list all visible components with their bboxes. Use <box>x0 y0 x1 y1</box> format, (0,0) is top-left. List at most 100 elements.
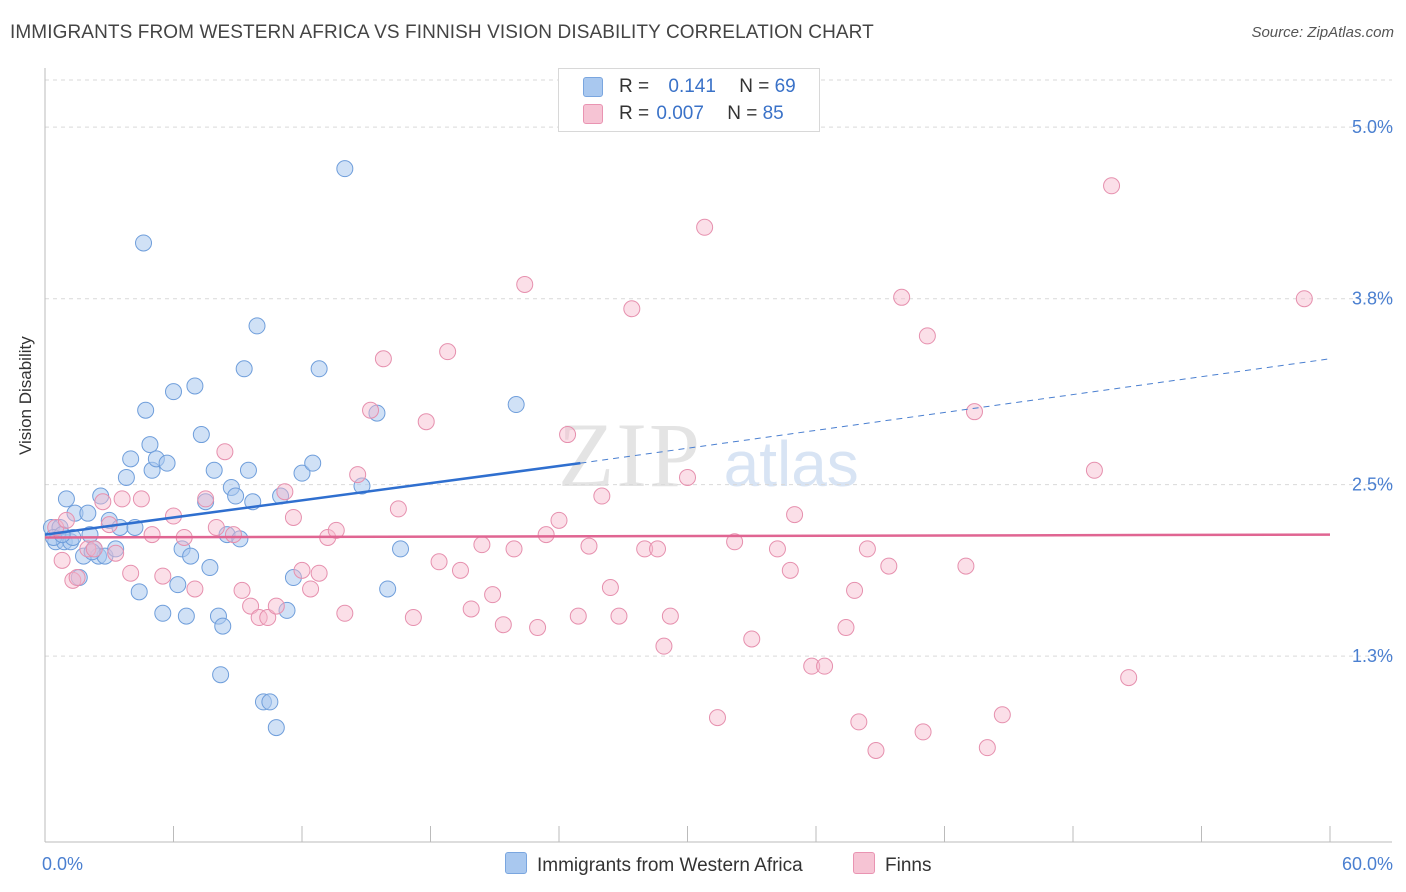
watermark-zip: ZIP <box>558 404 699 506</box>
point-western-africa <box>182 547 200 565</box>
point-finns <box>494 616 512 634</box>
point-finns <box>310 564 328 582</box>
point-finns <box>850 713 868 731</box>
point-finns <box>197 490 215 508</box>
point-western-africa <box>107 540 125 558</box>
point-finns <box>302 580 320 598</box>
point-western-africa <box>235 360 253 378</box>
point-western-africa <box>192 426 210 444</box>
point-finns <box>85 540 103 558</box>
point-finns <box>846 581 864 599</box>
legend-swatch-blue <box>583 77 603 97</box>
legend-n-value-series1: 69 <box>774 76 796 97</box>
point-finns <box>993 706 1011 724</box>
point-finns <box>516 275 534 293</box>
data-points <box>42 160 1313 760</box>
point-finns <box>259 609 277 627</box>
point-western-africa <box>169 576 187 594</box>
point-finns <box>837 619 855 637</box>
x-tick-label: 60.0% <box>1342 854 1393 874</box>
point-finns <box>867 742 885 760</box>
point-finns <box>284 508 302 526</box>
point-western-africa <box>79 504 97 522</box>
point-finns <box>743 630 761 648</box>
legend-swatch-pink <box>583 104 603 124</box>
point-finns <box>610 607 628 625</box>
legend-r-value-series2: 0.007 <box>656 103 704 124</box>
bottom-legend-series2: Finns <box>853 852 931 877</box>
point-western-africa <box>177 607 195 625</box>
point-finns <box>68 569 86 587</box>
axes <box>44 68 1392 843</box>
point-western-africa <box>278 601 296 619</box>
legend-n-value-series2: 85 <box>762 103 784 124</box>
point-finns <box>559 426 577 444</box>
point-finns <box>661 607 679 625</box>
point-finns <box>696 218 714 236</box>
point-finns <box>349 466 367 484</box>
point-finns <box>580 537 598 555</box>
point-finns <box>154 567 172 585</box>
bottom-legend-series1: Immigrants from Western Africa <box>505 852 803 877</box>
point-finns <box>708 709 726 727</box>
point-finns <box>462 600 480 618</box>
point-finns <box>224 526 242 544</box>
point-western-africa <box>122 450 140 468</box>
source-label: Source: ZipAtlas.com <box>1251 24 1394 41</box>
point-finns <box>53 551 71 569</box>
point-finns <box>132 490 150 508</box>
point-finns <box>965 403 983 421</box>
point-western-africa <box>239 461 257 479</box>
point-western-africa <box>141 436 159 454</box>
bottom-legend-swatch-pink <box>853 852 875 874</box>
y-tick-label: 5.0% <box>1352 117 1393 137</box>
point-finns <box>451 561 469 579</box>
chart-title: IMMIGRANTS FROM WESTERN AFRICA VS FINNIS… <box>10 22 874 43</box>
point-western-africa <box>186 377 204 395</box>
point-finns <box>362 401 380 419</box>
y-tick-label: 3.8% <box>1352 289 1393 309</box>
point-western-africa <box>310 360 328 378</box>
point-western-africa <box>201 559 219 577</box>
point-western-africa <box>137 401 155 419</box>
point-western-africa <box>353 477 371 495</box>
correlation-legend: R = 0.141 N = 69 R = 0.007 N = 85 <box>558 68 820 132</box>
point-finns <box>649 540 667 558</box>
point-western-africa <box>227 487 245 505</box>
point-finns <box>216 443 234 461</box>
point-finns <box>529 619 547 637</box>
legend-text-series2: R = 0.007 N = 85 <box>619 102 784 126</box>
point-finns <box>1103 177 1121 195</box>
trend-line-finns <box>44 533 1331 539</box>
y-tick-label: 1.3% <box>1352 646 1393 666</box>
point-finns <box>250 609 268 627</box>
point-finns <box>781 561 799 579</box>
tick-labels: 1.3% 2.5% 3.8% 5.0% 0.0% 60.0% <box>42 117 1393 874</box>
point-finns <box>1295 290 1313 308</box>
point-finns <box>816 657 834 675</box>
bottom-legend-label-series2: Finns <box>885 855 932 876</box>
point-western-africa <box>261 693 279 711</box>
point-finns <box>914 723 932 741</box>
point-finns <box>267 597 285 615</box>
legend-n-label: N = <box>739 76 770 97</box>
point-western-africa <box>379 580 397 598</box>
point-western-africa <box>248 317 266 335</box>
y-tick-label: 2.5% <box>1352 475 1393 495</box>
point-finns <box>569 607 587 625</box>
point-western-africa <box>158 454 176 472</box>
point-finns <box>880 557 898 575</box>
point-finns <box>768 540 786 558</box>
legend-r-value-series1: 0.141 <box>668 76 716 97</box>
trend-lines <box>44 358 1331 539</box>
point-finns <box>57 511 75 529</box>
legend-r-label: R = <box>619 103 650 124</box>
legend-text-series1: R = 0.141 N = 69 <box>619 75 796 99</box>
point-finns <box>327 521 345 539</box>
point-finns <box>484 586 502 604</box>
point-western-africa <box>205 461 223 479</box>
point-finns <box>293 561 311 579</box>
point-finns <box>94 493 112 511</box>
point-western-africa <box>214 617 232 635</box>
